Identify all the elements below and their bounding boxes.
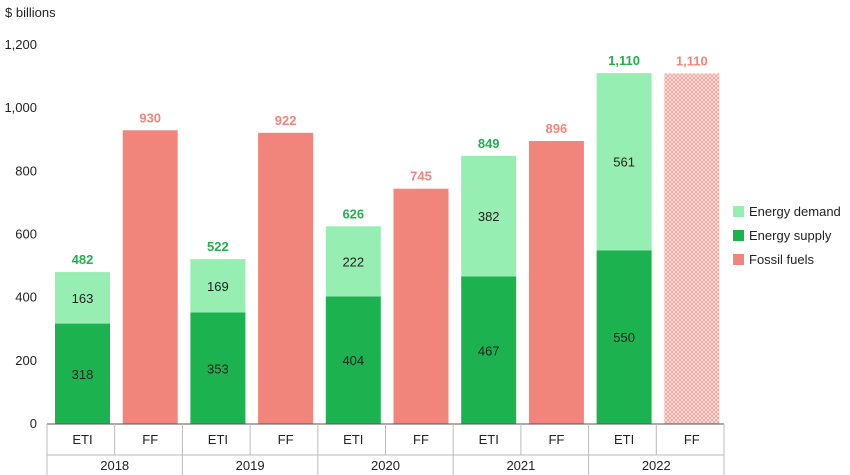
- fossil-fuels-label-2019: 922: [275, 113, 297, 128]
- energy-demand-value-2020: 222: [342, 254, 364, 269]
- eti-energy-supply-bar-2021: [461, 276, 517, 424]
- x-tick-label-eti-2019: ETI: [208, 432, 228, 447]
- energy-supply-value-2020: 404: [342, 353, 364, 368]
- year-label-2019: 2019: [236, 458, 265, 473]
- fossil-fuels-label-2021: 896: [546, 121, 568, 136]
- year-label-2021: 2021: [506, 458, 535, 473]
- fossil-fuels-label-2020: 745: [410, 169, 432, 184]
- fossil-fuels-bar-2022: [664, 73, 720, 425]
- x-tick-label-ff-2019: FF: [278, 432, 294, 447]
- eti-energy-demand-bar-2021: [461, 155, 517, 277]
- y-tick-label-200: 200: [15, 353, 37, 368]
- x-tick-label-eti-2018: ETI: [72, 432, 92, 447]
- bars: 318 163 482 930 353 169 522 922 404 222 626 745 467 3…: [55, 53, 720, 425]
- energy-supply-value-2022: 550: [613, 330, 635, 345]
- x-tick-label-ff-2018: FF: [142, 432, 158, 447]
- y-tick-label-400: 400: [15, 290, 37, 305]
- fossil-fuels-label-2022: 1,110: [676, 53, 708, 68]
- x-tick-label-ff-2022: FF: [684, 432, 700, 447]
- legend-label-energy-demand: Energy demand: [749, 204, 841, 219]
- legend-label-energy-supply: Energy supply: [749, 228, 832, 243]
- y-axis: 0 200 400 600 800 1,000 1,200: [4, 37, 37, 431]
- fossil-fuels-bar-2019: [258, 132, 314, 424]
- fossil-fuels-bar-2018: [122, 130, 178, 424]
- x-tick-label-eti-2021: ETI: [479, 432, 499, 447]
- eti-energy-supply-bar-2020: [325, 296, 381, 424]
- y-tick-label-600: 600: [15, 227, 37, 242]
- legend-swatch-energy-demand: [733, 206, 744, 217]
- energy-demand-value-2019: 169: [207, 279, 229, 294]
- fossil-fuels-bar-2020: [393, 188, 449, 424]
- x-axis: ETI FF 2018 ETI FF 2019 ETI FF 2020 ETI FF 2021 ETI F…: [46, 423, 725, 475]
- fossil-fuels-label-2018: 930: [139, 110, 161, 125]
- eti-energy-supply-bar-2018: [55, 323, 110, 424]
- eti-total-label-2019: 522: [207, 239, 229, 254]
- legend: Energy demand Energy supply Fossil fuels: [733, 204, 841, 267]
- year-label-2022: 2022: [642, 458, 671, 473]
- y-tick-label-1,200: 1,200: [4, 37, 37, 52]
- x-tick-label-ff-2020: FF: [413, 432, 429, 447]
- energy-supply-value-2018: 318: [72, 367, 94, 382]
- energy-demand-value-2021: 382: [478, 209, 500, 224]
- eti-energy-demand-bar-2019: [190, 259, 246, 313]
- eti-energy-demand-bar-2020: [325, 226, 381, 297]
- eti-energy-supply-bar-2019: [190, 312, 246, 424]
- year-label-2018: 2018: [100, 458, 129, 473]
- eti-energy-supply-bar-2022: [596, 250, 652, 424]
- eti-total-label-2021: 849: [478, 136, 500, 151]
- y-tick-label-800: 800: [15, 163, 37, 178]
- energy-demand-value-2022: 561: [613, 155, 635, 170]
- legend-swatch-fossil-fuels: [733, 254, 744, 265]
- x-tick-label-ff-2021: FF: [548, 432, 564, 447]
- x-tick-label-eti-2020: ETI: [343, 432, 363, 447]
- eti-total-label-2022: 1,110: [608, 53, 640, 68]
- legend-label-fossil-fuels: Fossil fuels: [749, 252, 815, 267]
- eti-total-label-2018: 482: [72, 252, 94, 267]
- y-tick-label-1,000: 1,000: [4, 100, 37, 115]
- x-tick-label-eti-2022: ETI: [614, 432, 634, 447]
- energy-supply-value-2021: 467: [478, 343, 500, 358]
- legend-swatch-energy-supply: [733, 230, 744, 241]
- fossil-fuels-bar-2021: [528, 141, 584, 424]
- eti-energy-demand-bar-2018: [55, 272, 110, 324]
- y-tick-label-0: 0: [30, 416, 37, 431]
- eti-energy-demand-bar-2022: [596, 73, 652, 251]
- y-axis-unit: $ billions: [5, 5, 56, 20]
- energy-demand-value-2018: 163: [72, 291, 94, 306]
- energy-supply-value-2019: 353: [207, 361, 229, 376]
- eti-total-label-2020: 626: [342, 206, 364, 221]
- year-label-2020: 2020: [371, 458, 400, 473]
